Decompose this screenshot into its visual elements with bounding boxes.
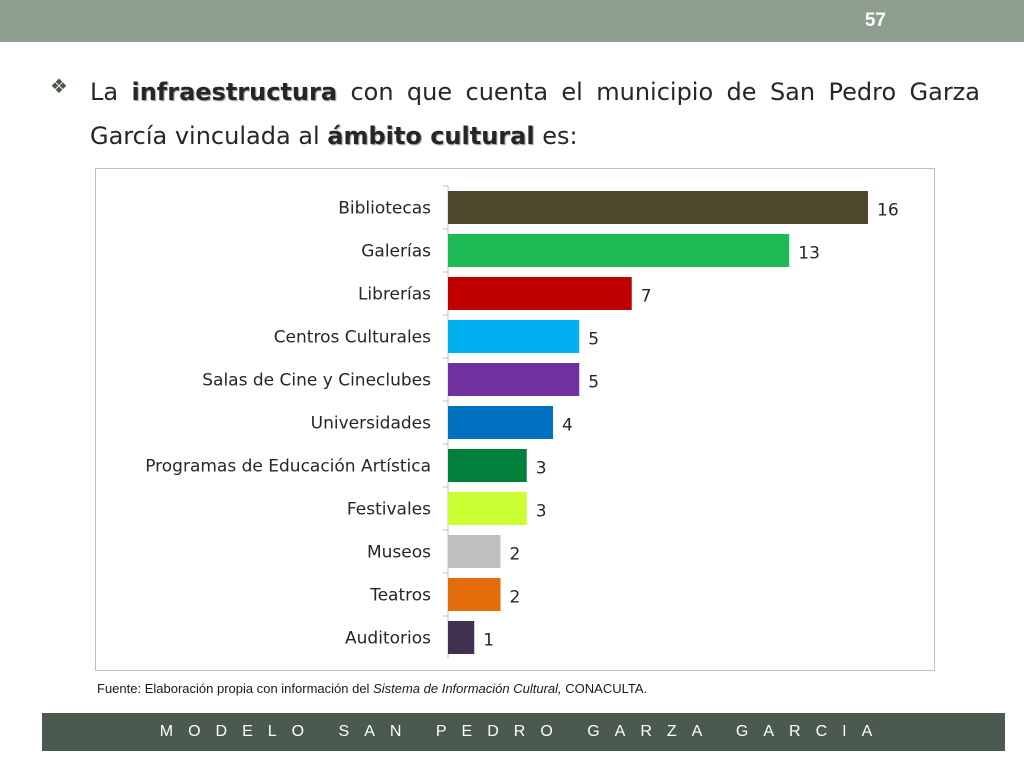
data-label: 16 [877, 201, 899, 221]
bar [448, 363, 580, 396]
bullet-text-1: La [90, 78, 132, 106]
diamond-bullet-icon: ❖ [50, 76, 68, 98]
bar [448, 449, 527, 482]
data-label: 1 [483, 631, 494, 651]
bar [448, 621, 475, 654]
source-suffix: CONACULTA. [561, 681, 648, 696]
bullet-text-3: es: [534, 122, 578, 150]
category-label: Salas de Cine y Cineclubes [202, 371, 431, 391]
category-label: Centros Culturales [274, 328, 431, 348]
bar [448, 406, 553, 439]
page-number: 57 [864, 10, 886, 31]
category-label: Auditorios [345, 629, 431, 649]
bar [448, 277, 632, 310]
bar [448, 191, 868, 224]
bullet-bold-infraestructura: infraestructura [131, 78, 338, 106]
source-note: Fuente: Elaboración propia con informaci… [97, 681, 647, 696]
source-italic: Sistema de Información Cultural, [373, 681, 562, 696]
bullet-text: La infraestructura con que cuenta el mun… [90, 70, 980, 158]
data-label: 2 [510, 545, 521, 565]
category-label: Programas de Educación Artística [145, 457, 431, 477]
bullet-text-2: con que cuenta el municipio de San Pedro… [90, 78, 980, 150]
category-label: Museos [367, 543, 431, 563]
bullet-bold-ambito-cultural: ámbito cultural [327, 122, 535, 150]
source-prefix: Fuente: Elaboración propia con informaci… [97, 681, 374, 696]
bar [448, 234, 790, 267]
footer-bar: MODELO SAN PEDRO GARZA GARCIA [42, 713, 1005, 751]
data-label: 5 [588, 330, 599, 350]
category-label: Bibliotecas [338, 199, 431, 219]
data-label: 2 [510, 588, 521, 608]
bullet-paragraph: ❖ La infraestructura con que cuenta el m… [50, 70, 980, 158]
chart-frame: Bibliotecas 16 Galerías 13 Librerías 7 Centros… [95, 168, 935, 671]
data-label: 3 [536, 502, 547, 522]
category-label: Librerías [358, 285, 431, 305]
data-label: 4 [562, 416, 573, 436]
category-label: Galerías [361, 242, 431, 262]
bar [448, 320, 580, 353]
bar [448, 492, 527, 525]
bar [448, 578, 501, 611]
data-label: 13 [798, 244, 820, 264]
category-label: Festivales [347, 500, 431, 520]
category-label: Universidades [311, 414, 431, 434]
bar [448, 535, 501, 568]
data-label: 3 [536, 459, 547, 479]
top-band: 57 [0, 0, 1024, 42]
category-label: Teatros [369, 586, 431, 606]
data-label: 7 [641, 287, 652, 307]
footer-title: MODELO SAN PEDRO GARZA GARCIA [159, 723, 888, 740]
data-label: 5 [588, 373, 599, 393]
